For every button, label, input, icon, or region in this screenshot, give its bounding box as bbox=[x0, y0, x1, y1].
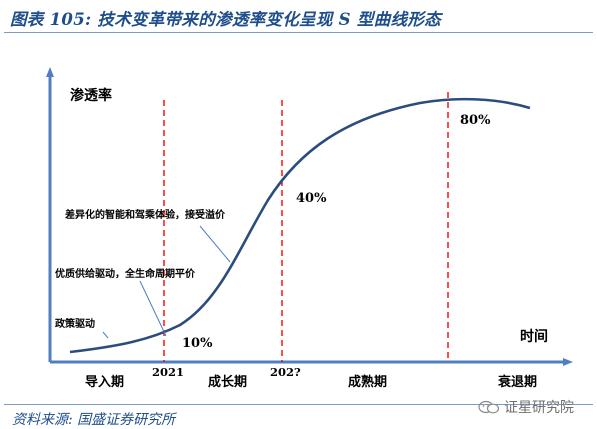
x-axis-label: 时间 bbox=[520, 328, 548, 345]
penetration-80: 80% bbox=[460, 113, 491, 128]
stage-intro: 导入期 bbox=[85, 375, 124, 390]
stage-decline: 衰退期 bbox=[497, 374, 537, 390]
y-axis-label: 渗透率 bbox=[70, 87, 112, 104]
source-divider bbox=[4, 404, 593, 405]
stage-mature: 成熟期 bbox=[348, 374, 387, 390]
callout-line-supply bbox=[139, 280, 167, 337]
s-curve bbox=[69, 97, 531, 354]
watermark-text: 证星研究院 bbox=[504, 400, 574, 416]
wechat-icon bbox=[478, 400, 500, 414]
year-2021: 2021 bbox=[152, 365, 184, 379]
watermark: 证星研究院 bbox=[478, 396, 594, 418]
title-divider bbox=[4, 32, 593, 33]
driver-supply: 优质供给驱动，全生命周期平价 bbox=[55, 267, 196, 280]
driver-experience: 差异化的智能和驾乘体验，接受溢价 bbox=[65, 208, 226, 221]
driver-policy: 政策驱动 bbox=[55, 317, 95, 330]
callout-line-policy bbox=[102, 331, 109, 339]
figure-title: 图表 105: 技术变革带来的渗透率变化呈现 S 型曲线形态 bbox=[10, 10, 441, 29]
year-202x: 202? bbox=[270, 365, 301, 379]
stage-growth: 成长期 bbox=[208, 374, 247, 390]
penetration-40: 40% bbox=[296, 191, 327, 206]
callout-line-experience bbox=[199, 225, 231, 263]
penetration-10: 10% bbox=[182, 336, 213, 351]
source-note: 资料来源: 国盛证券研究所 bbox=[12, 412, 176, 428]
